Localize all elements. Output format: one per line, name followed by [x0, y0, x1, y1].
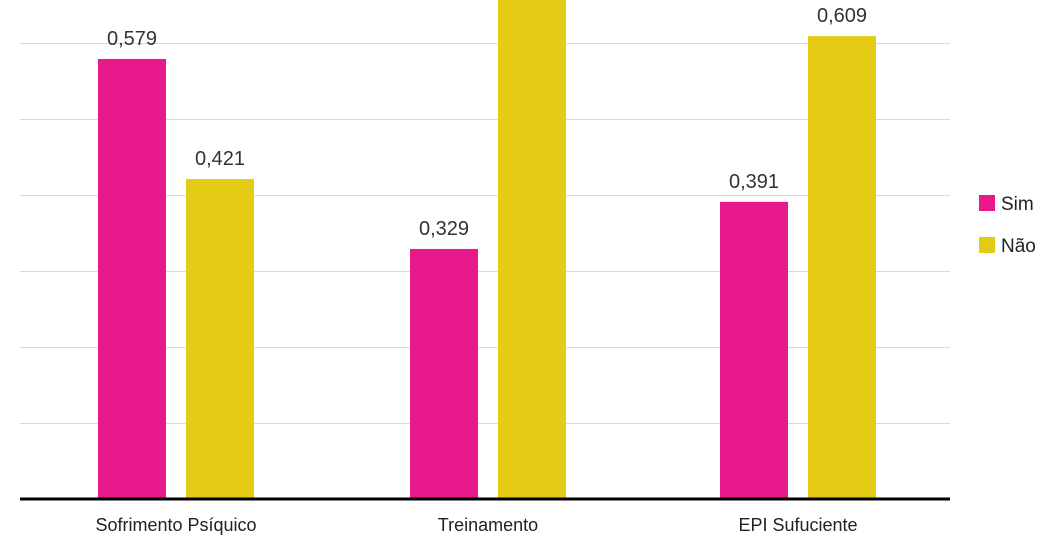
- data-label-no-1: 0,421: [195, 148, 245, 170]
- legend-swatch-sim: [979, 195, 995, 211]
- data-label-sim-1: 0,579: [107, 28, 157, 50]
- gridlines: [20, 43, 950, 424]
- legend-label-no: Não: [1001, 236, 1036, 257]
- data-label-sim-2: 0,329: [419, 218, 469, 240]
- bars: [98, 0, 876, 500]
- bar-sim-1: [98, 58, 166, 500]
- x-tick-label-3: EPI Sufuciente: [738, 515, 857, 535]
- bar-no-1: [186, 179, 254, 500]
- bar-sim-2: [410, 248, 478, 499]
- legend-label-sim: Sim: [1001, 194, 1034, 215]
- data-label-sim-3: 0,391: [729, 171, 779, 193]
- legend: Sim Não: [979, 194, 1036, 257]
- legend-swatch-no: [979, 237, 995, 253]
- bar-sim-3: [720, 201, 788, 499]
- data-label-no-3: 0,609: [817, 5, 867, 27]
- x-axis-tick-labels: Sofrimento Psíquico Treinamento EPI Sufuci…: [95, 515, 857, 535]
- x-tick-label-2: Treinamento: [438, 515, 538, 535]
- x-tick-label-1: Sofrimento Psíquico: [95, 515, 256, 535]
- bar-no-2: [498, 0, 566, 499]
- bar-no-3: [808, 36, 876, 499]
